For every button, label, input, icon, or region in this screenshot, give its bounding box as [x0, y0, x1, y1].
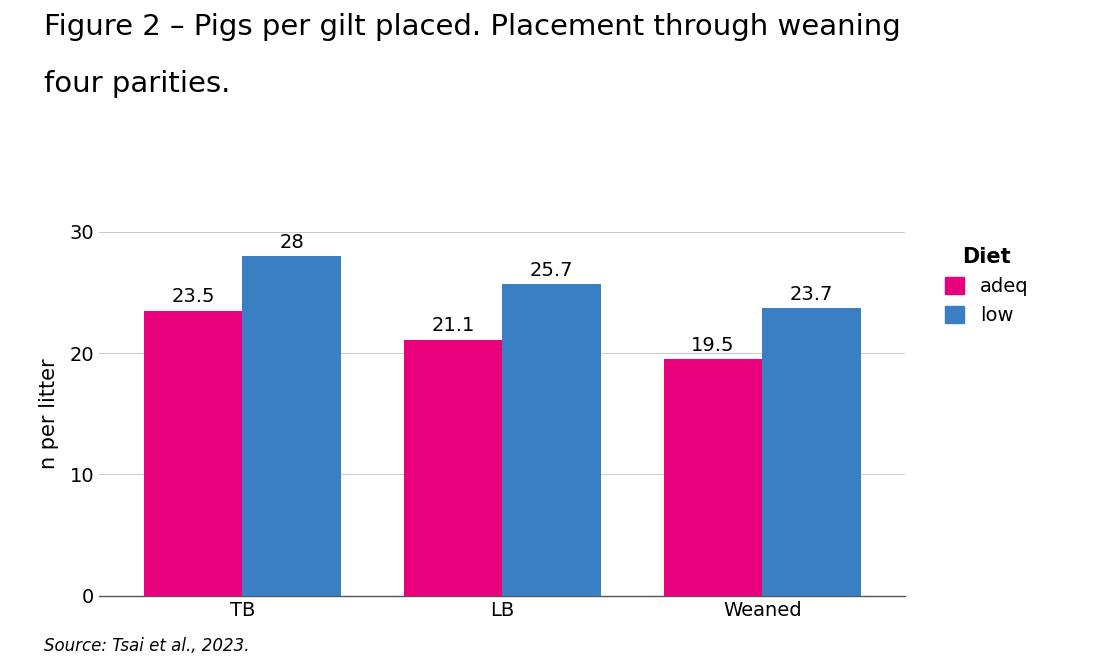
Bar: [664, 359, 762, 596]
Text: four parities.: four parities.: [44, 70, 231, 97]
Bar: [243, 256, 341, 596]
Legend: adeq, low: adeq, low: [940, 242, 1034, 331]
Text: 23.5: 23.5: [171, 287, 214, 307]
Bar: [502, 284, 601, 596]
Y-axis label: n per litter: n per litter: [39, 358, 59, 469]
Text: 21.1: 21.1: [432, 316, 475, 336]
Text: 28: 28: [279, 233, 304, 252]
Bar: [404, 340, 502, 596]
Bar: [762, 308, 861, 596]
Text: 23.7: 23.7: [790, 285, 834, 304]
Bar: [144, 310, 243, 596]
Text: Figure 2 – Pigs per gilt placed. Placement through weaning: Figure 2 – Pigs per gilt placed. Placeme…: [44, 13, 901, 41]
Text: 25.7: 25.7: [530, 261, 573, 279]
Text: 19.5: 19.5: [691, 336, 734, 355]
Text: Source: Tsai et al., 2023.: Source: Tsai et al., 2023.: [44, 638, 250, 655]
